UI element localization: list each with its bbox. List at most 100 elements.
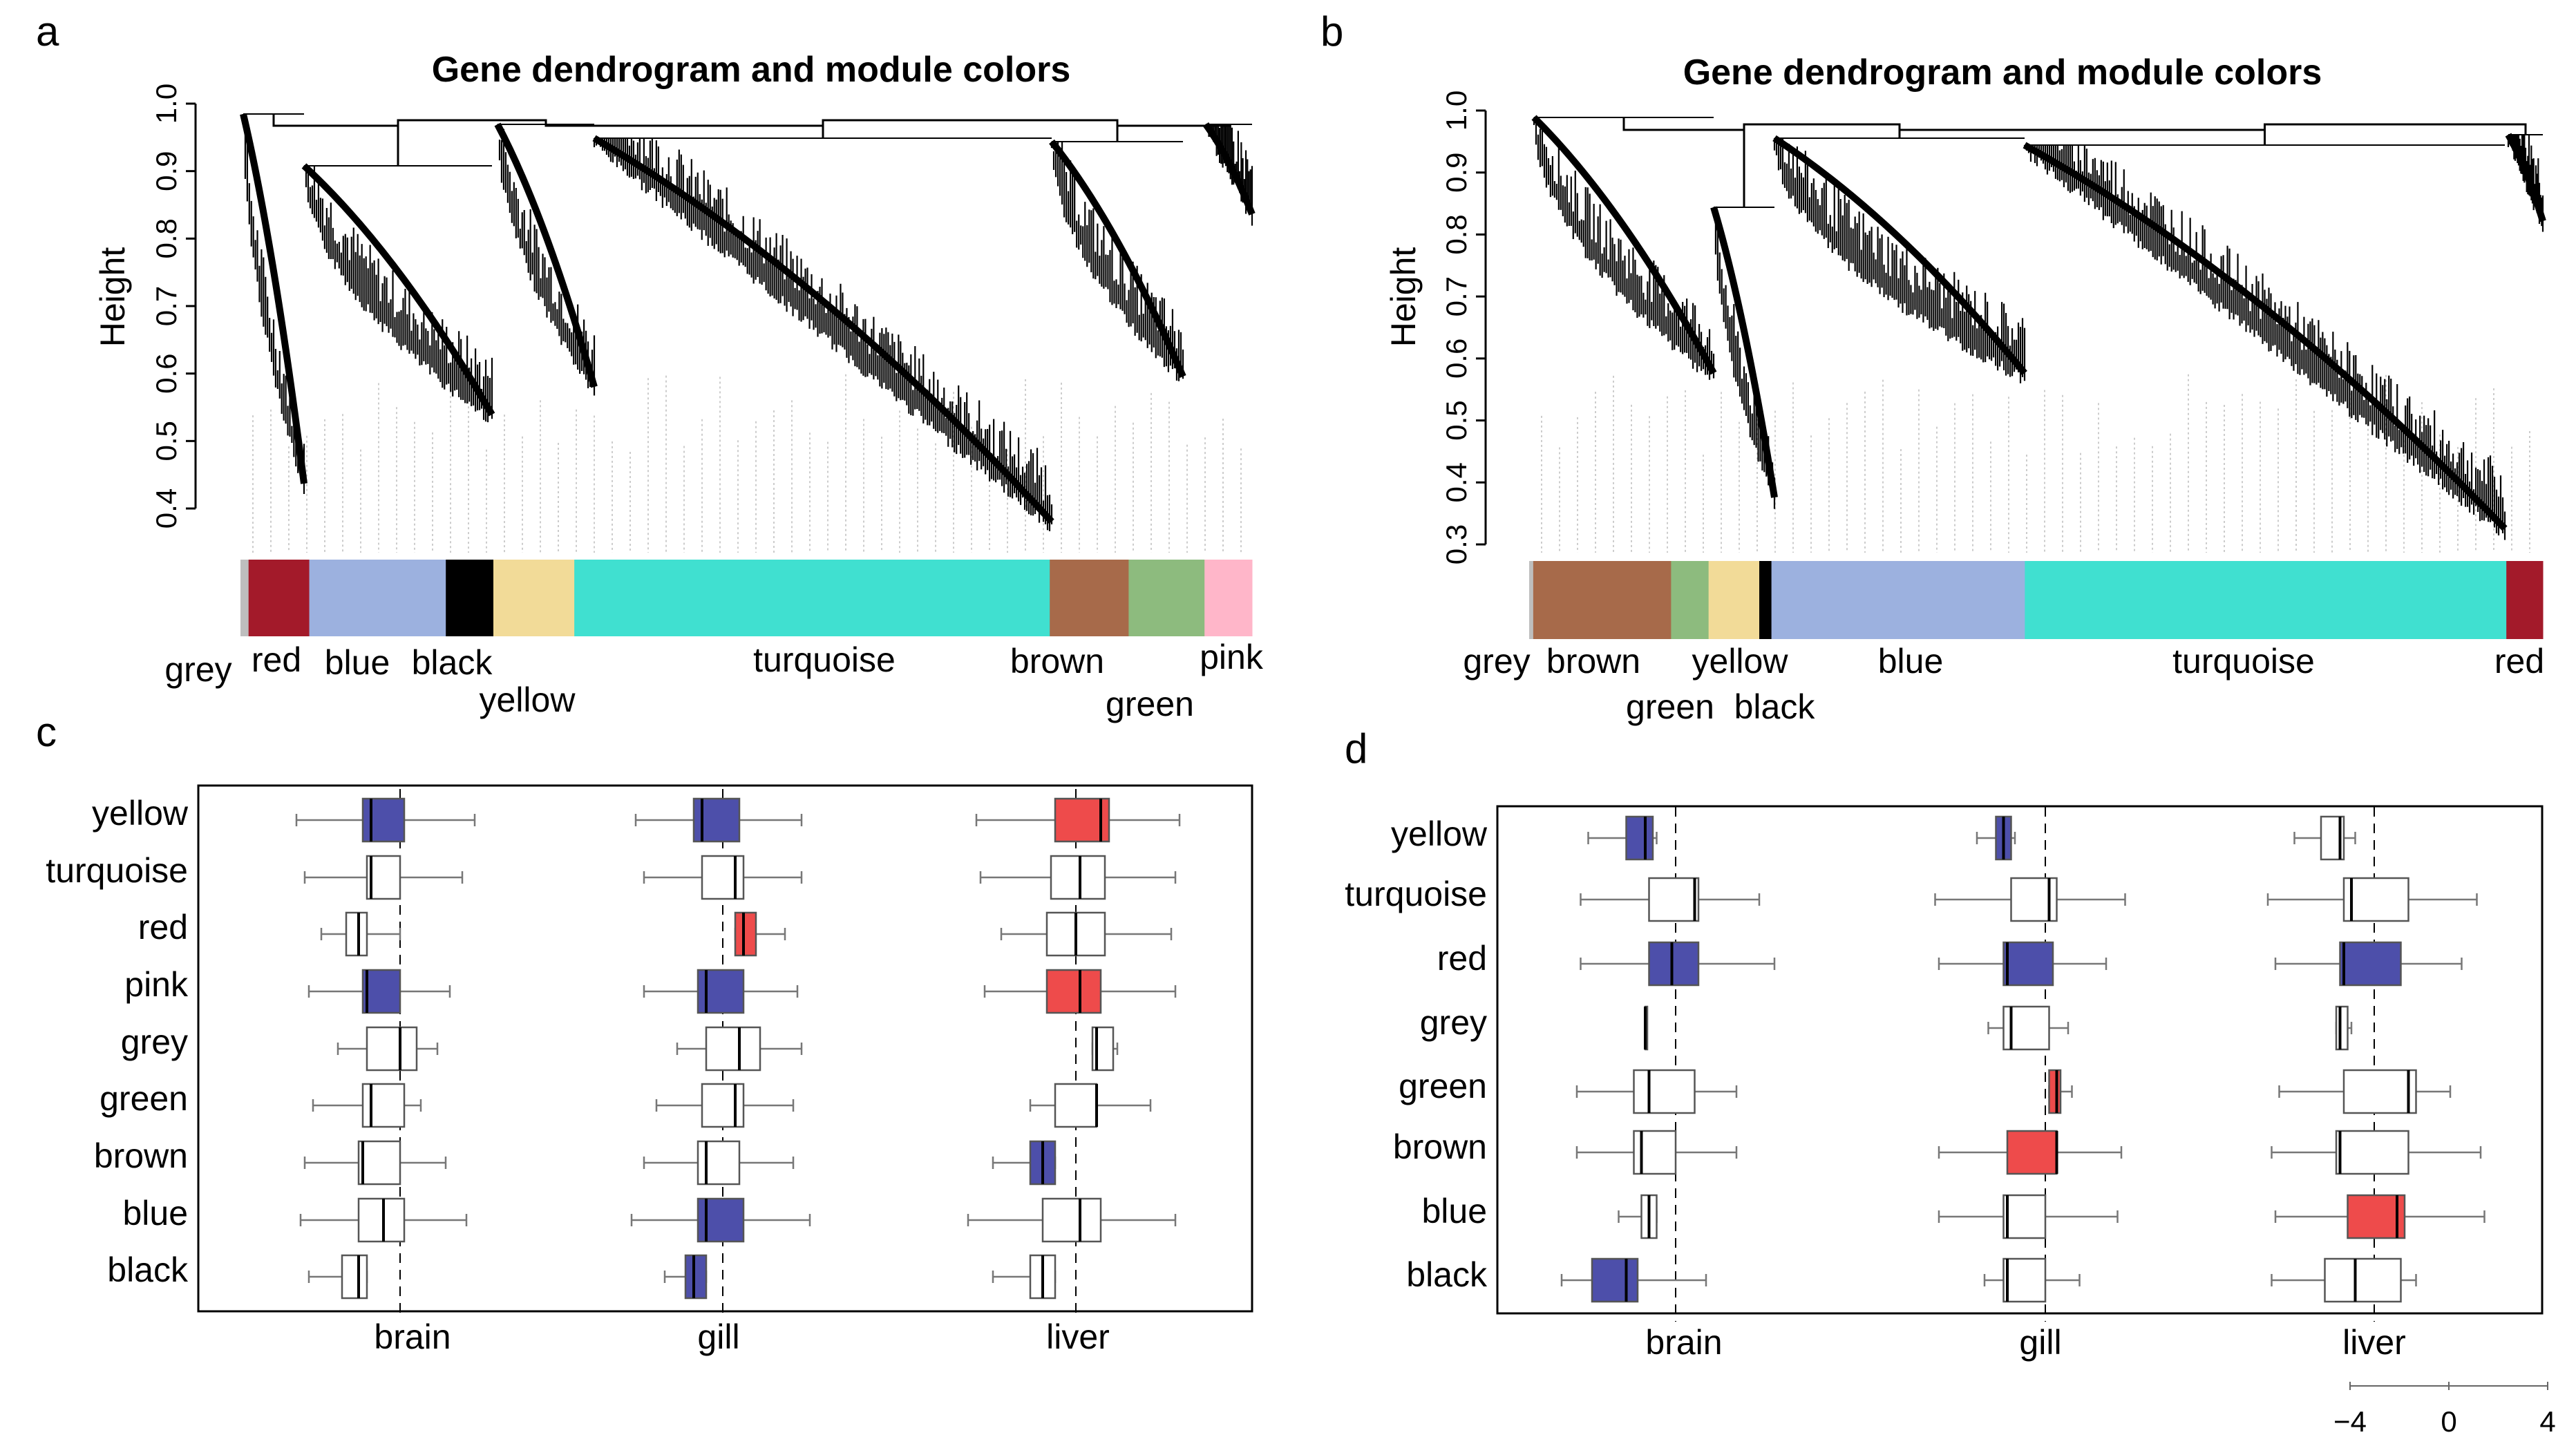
boxplot-green-gill [2048, 1069, 2073, 1114]
module-color-green [1128, 560, 1205, 636]
dendrogram-cluster [2505, 133, 2546, 232]
boxplot-red-gill [734, 911, 786, 957]
module-color-yellow [493, 560, 575, 636]
box [2006, 1130, 2058, 1175]
box [345, 911, 368, 957]
row-label-turquoise: turquoise [46, 851, 188, 890]
boxplot-green-gill [655, 1083, 795, 1128]
row-label-red: red [138, 908, 188, 947]
module-label-brown: brown [1010, 642, 1104, 681]
box [1648, 877, 1700, 922]
panel-b-ylabel: Height [1384, 247, 1423, 348]
dendrogram-guide-lines [252, 374, 1242, 553]
boxplot-green-liver [1029, 1083, 1152, 1128]
y-tick-label: 0.5 [150, 421, 182, 461]
boxplot-red-brain [1580, 941, 1776, 987]
module-color-grey [1529, 561, 1534, 639]
dendrogram-cluster [1049, 139, 1186, 381]
box [366, 1026, 418, 1072]
boxplot-brown-brain [303, 1140, 447, 1186]
tissue-label-brain: brain [374, 1318, 451, 1356]
boxplot-black-gill [1983, 1257, 2081, 1303]
boxplot-blue-brain [299, 1197, 468, 1243]
row-label-grey: grey [1420, 1003, 1487, 1042]
boxplot-blue-gill [630, 1197, 811, 1243]
row-label-yellow: yellow [92, 794, 189, 833]
panel-b: b Gene dendrogram and module colors Heig… [1320, 8, 2546, 726]
y-tick-label: 0.9 [1440, 153, 1472, 193]
module-color-brown [1050, 560, 1129, 636]
panel-b-title: Gene dendrogram and module colors [1683, 53, 2322, 93]
box [1050, 855, 1106, 900]
box [697, 1197, 745, 1243]
dendrogram-cluster-spine [1772, 135, 2027, 376]
dendrogram-cluster-spine [1049, 139, 1186, 378]
module-label-grey: grey [164, 650, 231, 689]
row-label-blue: blue [1421, 1192, 1487, 1230]
y-tick-label: 0.8 [1440, 214, 1472, 254]
box [357, 1140, 401, 1186]
boxplot-grey-gill [676, 1026, 803, 1072]
box [697, 1140, 741, 1186]
box [2002, 1194, 2047, 1239]
dendrogram-merge [544, 124, 824, 138]
y-tick-label: 0.7 [150, 286, 182, 326]
boxplot-brown-gill [1938, 1130, 2123, 1175]
box [341, 1254, 368, 1300]
y-tick-label: 0.8 [150, 218, 182, 258]
dendrogram-cluster-spine [2023, 142, 2508, 531]
module-color-turquoise [2025, 561, 2507, 639]
dendrogram-merge [2264, 123, 2527, 145]
box [705, 1026, 761, 1072]
dendrogram-cluster-spine [1710, 206, 1778, 498]
module-label-pink: pink [1200, 638, 1264, 676]
y-tick-label: 0.6 [1440, 339, 1472, 379]
row-label-turquoise: turquoise [1345, 875, 1487, 913]
dendrogram-cluster-spine [494, 122, 598, 388]
panel-a-ylabel: Height [93, 247, 132, 348]
module-label-yellow: yellow [1692, 642, 1789, 681]
boxplot-pink-gill [643, 969, 799, 1014]
box [2002, 941, 2054, 987]
boxplot-red-liver [1000, 911, 1173, 957]
module-label-green: green [1106, 685, 1194, 723]
dendrogram-cluster-spine [301, 163, 495, 417]
panel-d-scale: −4 0 4 [2333, 1382, 2556, 1438]
dendrogram-cluster [1531, 115, 1717, 380]
y-tick-label: 0.6 [150, 353, 182, 393]
boxplot-green-liver [2278, 1069, 2452, 1114]
dendrogram-merge [1622, 117, 1745, 207]
box [361, 1083, 406, 1128]
dendrogram-cluster [1202, 122, 1256, 226]
panel-letter-d: d [1345, 725, 1367, 772]
panel-c-plot-frame [197, 784, 1253, 1313]
box [1054, 1083, 1098, 1128]
panel-a-module-labels: grey red blue black yellow turquoise bro… [164, 638, 1263, 723]
panel-c: c yellow turquoise red pink grey green b… [36, 709, 1253, 1356]
boxplot-black-brain [1560, 1257, 1707, 1303]
panel-c-tissue-labels: brain gill liver [374, 1318, 1109, 1356]
panel-d-plot-frame [1496, 805, 2544, 1315]
row-label-red: red [1437, 939, 1487, 978]
module-label-yellow: yellow [480, 681, 576, 719]
module-color-pink [1204, 560, 1253, 636]
panel-d-boxplots [1560, 807, 2485, 1322]
boxplot-blue-liver [967, 1197, 1177, 1243]
module-color-grey [240, 560, 249, 636]
boxplot-grey-gill [1987, 1005, 2070, 1051]
boxplot-pink-brain [307, 969, 451, 1014]
box [1633, 1069, 1696, 1114]
box [2339, 941, 2402, 987]
module-label-red: red [252, 640, 301, 679]
panel-a-module-color-bar [240, 560, 1253, 636]
boxplot-green-brain [1575, 1069, 1738, 1114]
dendrogram-merge [397, 119, 547, 166]
box [684, 1254, 708, 1300]
panel-b-y-axis: 0.3 0.4 0.5 0.6 0.7 0.8 0.9 1.0 [1440, 91, 1487, 564]
boxplot-blue-gill [1938, 1194, 2119, 1239]
dendrogram-cluster [2023, 142, 2508, 540]
boxplot-grey-brain [1644, 1005, 1649, 1051]
module-color-turquoise [574, 560, 1050, 636]
y-tick-label: 0.7 [1440, 276, 1472, 316]
module-color-green [1671, 561, 1710, 639]
